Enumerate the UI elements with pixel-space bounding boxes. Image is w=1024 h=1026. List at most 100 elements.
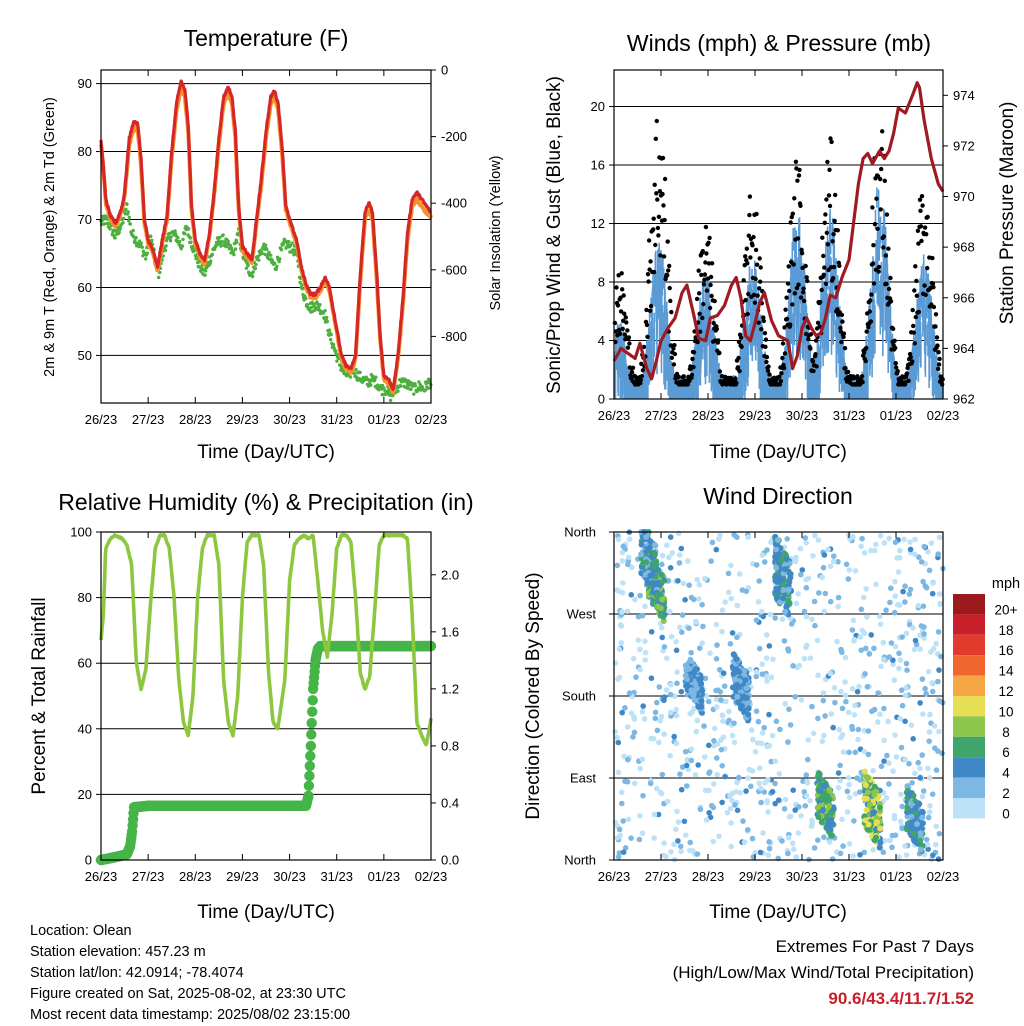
gust-point [780,356,784,360]
direction-point [736,775,742,781]
direction-point [677,625,683,631]
direction-point [927,809,933,815]
direction-cluster-point [744,695,750,701]
dewpoint-point [412,392,415,395]
gust-point [698,312,702,316]
direction-point [830,725,836,731]
direction-point [632,781,638,787]
direction-point [773,758,779,764]
dewpoint-point [173,229,176,232]
gust-point [647,238,651,242]
gust-point [653,183,657,187]
gust-point [745,247,749,251]
direction-point [754,708,760,714]
direction-point [640,830,646,836]
gust-point [613,321,617,325]
gust-point [751,235,755,239]
direction-point [764,547,770,553]
direction-point [799,697,805,703]
direction-point [889,845,895,851]
direction-point [714,755,720,761]
direction-point [734,635,740,641]
precip-point [307,707,317,717]
direction-point [735,808,741,814]
direction-point [915,760,921,766]
gust-point [630,370,634,374]
gust-point [656,233,660,237]
direction-point [850,686,856,692]
gust-point [733,376,737,380]
gust-point [764,337,768,341]
direction-cluster-point [696,677,702,683]
direction-point [892,610,898,616]
direction-point [883,607,889,613]
direction-point [852,712,858,718]
dewpoint-point [280,248,283,251]
direction-point [622,778,628,784]
gust-point [757,321,761,325]
direction-point [758,850,764,856]
gust-point [919,239,923,243]
direction-point [683,749,689,755]
direction-point [900,703,906,709]
direction-point [934,767,940,773]
direction-point [642,716,648,722]
dewpoint-point [310,306,313,309]
gust-point [701,302,705,306]
direction-point [896,651,902,657]
direction-point [893,644,899,650]
direction-point [637,593,643,599]
direction-point [812,845,818,851]
direction-point [863,586,869,592]
direction-point [884,753,890,759]
direction-point [782,701,788,707]
direction-point [668,849,674,855]
direction-point [737,571,743,577]
gust-point [706,241,710,245]
gust-point [896,369,900,373]
gust-point [662,254,666,258]
gust-point [622,293,626,297]
winds-xtick-label: 27/23 [645,408,678,423]
direction-point [716,536,722,542]
gust-point [696,340,700,344]
direction-point [809,617,815,623]
dewpoint-point [122,217,125,220]
direction-point [836,770,842,776]
gust-point [791,212,795,216]
gust-point [690,373,694,377]
humidity-ytick-label: 20 [78,787,92,802]
direction-point [616,770,622,776]
direction-point [728,844,734,850]
direction-point [920,711,926,717]
direction-point [920,794,926,800]
dewpoint-point [219,244,222,247]
direction-point [939,751,945,757]
direction-point [804,643,810,649]
winds-xlabel: Time (Day/UTC) [709,442,847,463]
direction-cluster-point [731,671,737,677]
gust-point [801,290,805,294]
direction-point [885,719,891,725]
direction-point [804,779,810,785]
gust-point [624,315,628,319]
direction-point [785,739,791,745]
direction-cluster-point [782,566,788,572]
direction-cluster-point [780,587,786,593]
direction-point [808,655,814,661]
direction-cluster-point [733,677,739,683]
gust-point [787,264,791,268]
direction-point [620,558,626,564]
direction-point [619,623,625,629]
direction-point [896,666,902,672]
gust-point [936,350,940,354]
direction-point [784,536,790,542]
direction-point [612,729,618,735]
direction-point [812,533,818,539]
dewpoint-point [287,240,290,243]
gust-point [913,264,917,268]
winds-y2tick-label: 970 [953,189,975,204]
direction-point [802,656,808,662]
gust-point [874,197,878,201]
direction-point [619,801,625,807]
